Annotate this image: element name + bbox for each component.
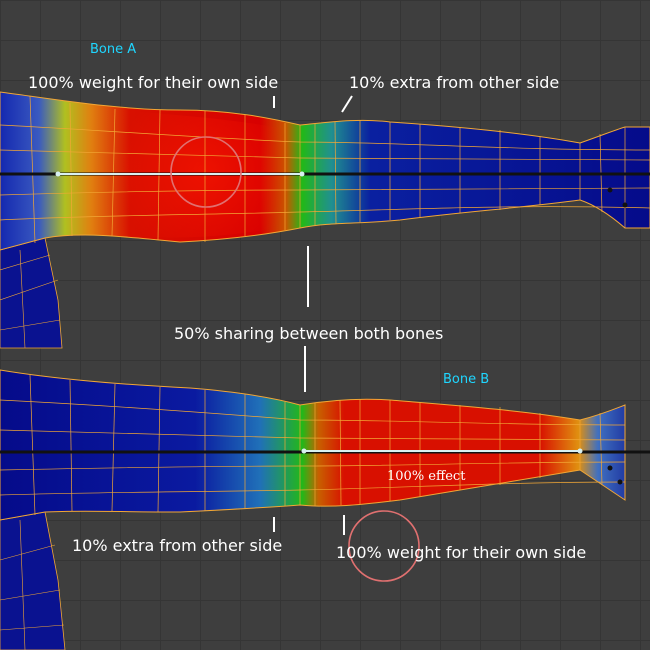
bone-a-name: Bone A: [90, 42, 137, 57]
bone-b-name: Bone B: [443, 372, 490, 387]
top-extra-label: 10% extra from other side: [349, 73, 560, 92]
sharing-label: 50% sharing between both bones: [174, 324, 444, 343]
effect-label: 100% effect: [387, 469, 466, 484]
pointer-lines: [273, 95, 353, 535]
bottom-arm-mesh: [0, 369, 650, 650]
bottom-own-side-label: 100% weight for their own side: [336, 543, 587, 562]
bottom-extra-label: 10% extra from other side: [72, 536, 283, 555]
top-arm-mesh: [0, 91, 650, 349]
highlight-circle-bottom: [348, 510, 420, 582]
top-own-side-label: 100% weight for their own side: [28, 73, 279, 92]
highlight-circle-top: [170, 136, 242, 208]
